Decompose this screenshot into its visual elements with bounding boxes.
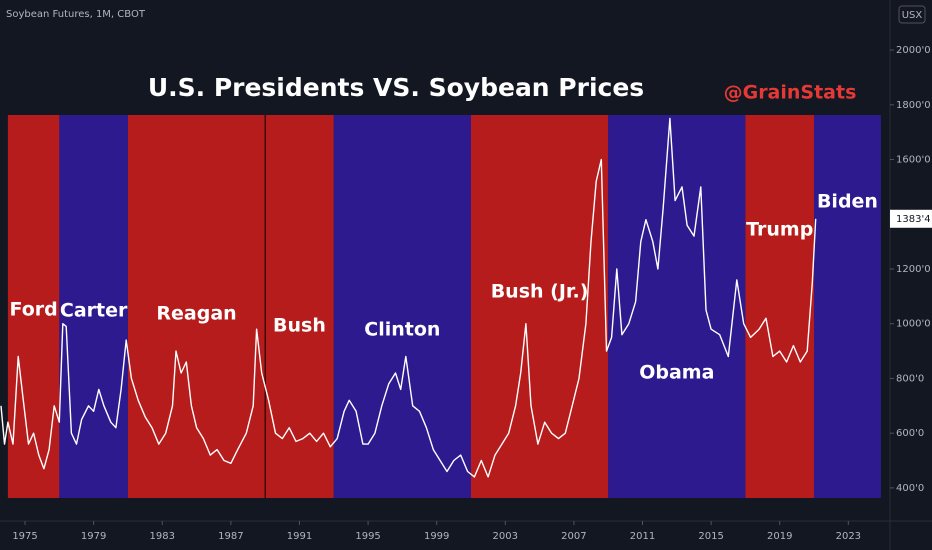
band-label: Obama xyxy=(639,362,714,384)
plot-area: Ford Carter Reagan Bush Clinton Bush (Jr.) Oba… xyxy=(0,115,881,498)
president-band xyxy=(127,115,266,498)
x-tick-label: 2003 xyxy=(493,531,518,542)
y-tick-label: 1200'0 xyxy=(896,264,931,275)
x-tick-label: 1983 xyxy=(150,531,175,542)
last-price-label: 1383'4 xyxy=(896,214,931,225)
band-label: Reagan xyxy=(156,303,236,325)
x-tick-label: 2019 xyxy=(767,531,792,542)
x-tick-label: 2023 xyxy=(836,531,861,542)
president-band xyxy=(745,115,815,498)
band-label: Ford xyxy=(10,299,58,321)
y-tick-label: 1000'0 xyxy=(896,319,931,330)
currency-button[interactable] xyxy=(898,5,926,24)
band-label: Bush xyxy=(273,315,326,337)
currency[interactable]: USX xyxy=(902,10,923,21)
president-band xyxy=(608,115,746,498)
y-tick-label: 2000'0 xyxy=(896,45,931,56)
x-tick-label: 1979 xyxy=(81,531,106,542)
x-tick-label: 1975 xyxy=(12,531,37,542)
y-tick-label: 1800'0 xyxy=(896,100,931,111)
watermark: @GrainStats xyxy=(724,82,857,104)
last-price-box xyxy=(890,209,932,228)
band-label: Carter xyxy=(60,300,128,322)
x-tick-label: 1991 xyxy=(287,531,312,542)
band-label: Bush (Jr.) xyxy=(491,281,589,303)
y-tick-label: 600'0 xyxy=(896,428,924,439)
header: Soybean Futures, 1M, CBOT xyxy=(6,9,146,20)
y-tick-label: 1600'0 xyxy=(896,155,931,166)
president-band xyxy=(470,115,609,498)
president-band xyxy=(333,115,471,498)
x-tick-label: 1995 xyxy=(355,531,380,542)
y-tick-label: 800'0 xyxy=(896,373,924,384)
president-band xyxy=(59,115,128,498)
band-label: Clinton xyxy=(364,319,440,341)
x-tick-label: 2007 xyxy=(561,531,586,542)
president-band xyxy=(814,115,881,498)
band-label: Trump xyxy=(746,219,813,241)
x-tick-label: 2011 xyxy=(630,531,655,542)
chart-title: U.S. Presidents VS. Soybean Prices xyxy=(148,73,644,102)
y-tick-label: 400'0 xyxy=(896,483,924,494)
x-tick-label: 1999 xyxy=(424,531,449,542)
band-label: Biden xyxy=(817,191,878,213)
price-line xyxy=(0,117,817,478)
x-tick-label: 2015 xyxy=(698,531,723,542)
x-tick-label: 1987 xyxy=(218,531,243,542)
